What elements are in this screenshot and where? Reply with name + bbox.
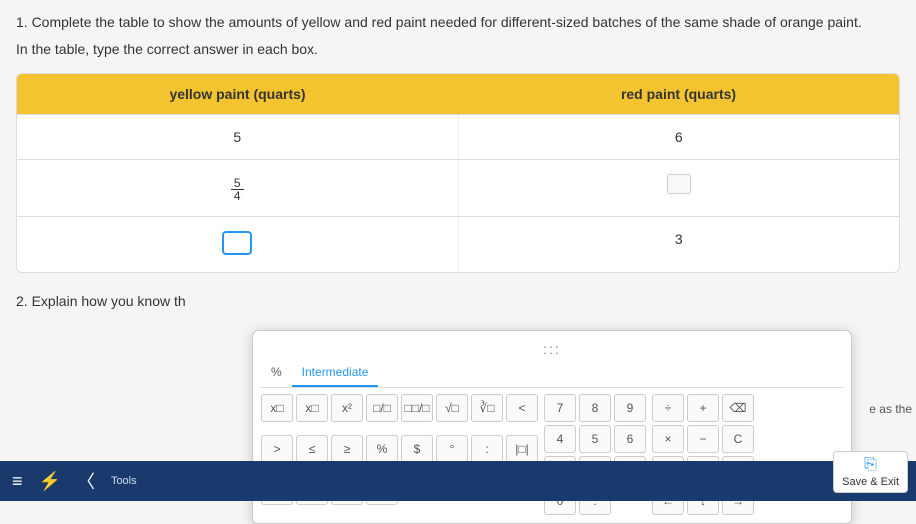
keypad-key[interactable]: x□ bbox=[261, 394, 293, 422]
fraction: 5 4 bbox=[231, 177, 244, 202]
tools-label: Tools bbox=[111, 475, 137, 487]
keypad-key[interactable]: 7 bbox=[544, 394, 576, 422]
col-header-red: red paint (quarts) bbox=[458, 74, 899, 114]
question-1-text: 1. Complete the table to show the amount… bbox=[16, 12, 900, 33]
keypad-key[interactable]: ÷ bbox=[652, 394, 684, 422]
flag-icon[interactable]: ⚡ bbox=[39, 471, 61, 492]
keypad-key[interactable]: ≥ bbox=[331, 435, 363, 463]
save-exit-button[interactable]: ⎘ Save & Exit bbox=[833, 451, 908, 493]
keypad-key[interactable]: 4 bbox=[544, 425, 576, 453]
col-header-yellow: yellow paint (quarts) bbox=[17, 74, 458, 114]
keypad-key[interactable]: × bbox=[652, 425, 684, 453]
tab-intermediate[interactable]: Intermediate bbox=[292, 359, 379, 387]
keypad-key[interactable]: 8 bbox=[579, 394, 611, 422]
keypad-key[interactable]: + bbox=[687, 394, 719, 422]
keypad-key[interactable]: ≤ bbox=[296, 435, 328, 463]
cell-red-3: 3 bbox=[458, 217, 900, 272]
tab-percent-icon[interactable]: % bbox=[261, 359, 292, 387]
bottom-toolbar: ≡ ⚡ 〈 Tools bbox=[0, 461, 916, 501]
drag-handle-icon[interactable]: ::: bbox=[261, 339, 843, 359]
cell-yellow-1: 5 bbox=[17, 115, 458, 159]
keypad-key[interactable]: : bbox=[471, 435, 503, 463]
table-row: 5 4 bbox=[17, 159, 899, 216]
paint-table: yellow paint (quarts) red paint (quarts)… bbox=[16, 73, 900, 273]
keypad-key[interactable]: < bbox=[506, 394, 538, 422]
keypad-key[interactable]: x□ bbox=[296, 394, 328, 422]
keypad-key[interactable]: C bbox=[722, 425, 754, 453]
keypad-key[interactable]: $ bbox=[401, 435, 433, 463]
fraction-denominator: 4 bbox=[231, 190, 244, 202]
table-row: 3 bbox=[17, 216, 899, 272]
cell-red-1: 6 bbox=[458, 115, 900, 159]
keypad-key[interactable]: |□| bbox=[506, 435, 538, 463]
cell-red-2-input[interactable] bbox=[458, 160, 900, 216]
clipped-text: e as the bbox=[869, 402, 912, 416]
keypad-key[interactable]: 6 bbox=[614, 425, 646, 453]
keypad-key[interactable]: ° bbox=[436, 435, 468, 463]
keypad-key[interactable]: □/□ bbox=[366, 394, 398, 422]
keypad-key[interactable]: 9 bbox=[614, 394, 646, 422]
keypad-key[interactable]: ⌫ bbox=[722, 394, 754, 422]
save-exit-icon: ⎘ bbox=[864, 456, 877, 474]
keypad-key[interactable]: 5 bbox=[579, 425, 611, 453]
chevron-left-icon[interactable]: 〈 bbox=[77, 468, 95, 494]
keypad-key[interactable]: x² bbox=[331, 394, 363, 422]
cell-yellow-2: 5 4 bbox=[17, 160, 458, 216]
save-exit-label: Save & Exit bbox=[842, 476, 899, 488]
keypad-key[interactable]: > bbox=[261, 435, 293, 463]
menu-icon[interactable]: ≡ bbox=[12, 471, 23, 492]
keypad-key[interactable]: ∛□ bbox=[471, 394, 503, 422]
table-row: 5 6 bbox=[17, 114, 899, 159]
answer-input[interactable] bbox=[667, 174, 691, 194]
instruction-text: In the table, type the correct answer in… bbox=[16, 41, 900, 57]
keypad-key[interactable]: √□ bbox=[436, 394, 468, 422]
keypad-key[interactable]: − bbox=[687, 425, 719, 453]
keypad-key[interactable]: % bbox=[366, 435, 398, 463]
question-2-text: 2. Explain how you know th bbox=[16, 293, 900, 309]
keypad-key[interactable]: □□/□ bbox=[401, 394, 433, 422]
answer-input-active[interactable] bbox=[222, 231, 252, 255]
cell-yellow-3-input[interactable] bbox=[17, 217, 458, 272]
